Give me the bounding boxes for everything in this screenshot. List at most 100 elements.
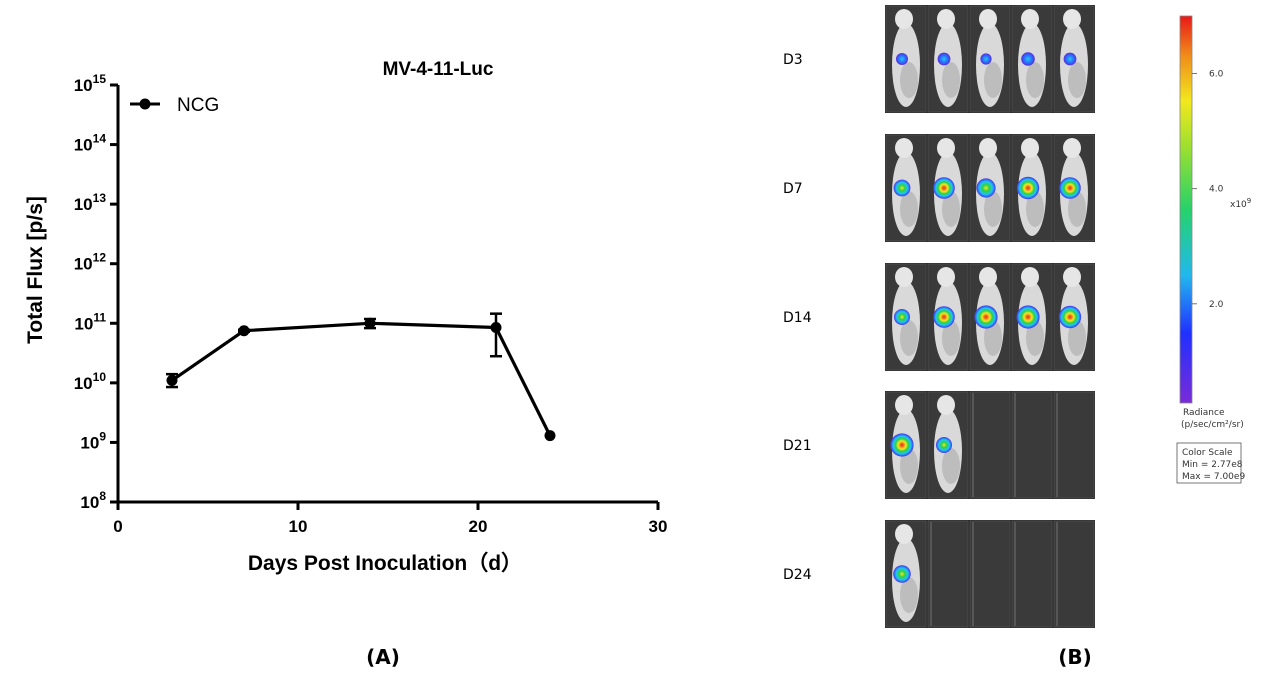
bioluminescence-imaging: D3 D7 D14 D21 D24	[783, 5, 1095, 628]
luminescence-signal	[893, 179, 911, 197]
imaging-slot	[1011, 520, 1053, 628]
mouse-head	[895, 524, 913, 544]
panel-a-label: (A)	[366, 645, 400, 669]
data-point	[490, 321, 502, 333]
imaging-slot	[969, 520, 1011, 628]
flux-chart: MV-4-11-Luc Total Flux [p/s] Days Post I…	[24, 59, 667, 575]
mouse-belly	[1026, 62, 1044, 98]
y-tick-label: 108	[80, 489, 106, 512]
mouse-belly	[1068, 62, 1086, 98]
mouse-belly	[942, 62, 960, 98]
day-label: D7	[783, 181, 803, 197]
mouse-head	[937, 267, 955, 287]
mouse-head	[937, 138, 955, 158]
x-tick-label: 10	[289, 517, 308, 536]
mouse-head	[1063, 9, 1081, 29]
y-tick-label: 1010	[74, 370, 107, 393]
luminescence-signal	[1059, 177, 1081, 199]
mouse-head	[1021, 267, 1039, 287]
mouse-head	[979, 138, 997, 158]
luminescence-signal	[893, 565, 911, 583]
radiance-units: (p/sec/cm²/sr)	[1181, 420, 1244, 430]
panel-b-label: (B)	[1058, 645, 1092, 669]
mouse-head	[895, 9, 913, 29]
mouse-belly	[1026, 320, 1044, 356]
y-tick-label: 109	[80, 429, 106, 452]
luminescence-signal	[1063, 52, 1077, 66]
mouse-belly	[942, 191, 960, 227]
imaging-slot	[1053, 520, 1095, 628]
luminescence-signal	[937, 52, 951, 66]
x-tick-label: 30	[649, 517, 668, 536]
y-tick-group: 108 109 1010 1011 1012 1013 1014 1015	[74, 72, 118, 512]
luminescence-signal	[976, 178, 996, 198]
mouse-belly	[984, 191, 1002, 227]
y-tick-label: 1015	[74, 72, 107, 95]
mouse-belly	[900, 191, 918, 227]
legend-marker	[139, 98, 151, 110]
luminescence-signal	[936, 437, 952, 453]
chart-title: MV-4-11-Luc	[383, 59, 494, 80]
series-ncg	[166, 312, 556, 442]
scale-tick-label: 6.0	[1209, 70, 1224, 80]
luminescence-signal	[1021, 52, 1035, 66]
mouse-head	[1063, 138, 1081, 158]
x-axis-title: Days Post Inoculation（d）	[248, 551, 522, 575]
y-tick-label: 1012	[74, 251, 107, 274]
mouse-head	[1021, 9, 1039, 29]
color-scale-ticks: 6.0 4.0 2.0	[1192, 70, 1224, 310]
luminescence-signal	[974, 305, 998, 329]
imaging-slot	[927, 520, 969, 628]
luminescence-signal	[933, 306, 955, 328]
luminescence-signal	[1016, 176, 1040, 200]
mouse-head	[937, 395, 955, 415]
mouse-belly	[1068, 191, 1086, 227]
imaging-slot	[969, 391, 1011, 499]
data-point	[544, 430, 556, 442]
mouse-belly	[900, 320, 918, 356]
mouse-head	[895, 267, 913, 287]
y-tick-label: 1011	[74, 310, 106, 333]
color-scale-bar	[1179, 15, 1193, 404]
luminescence-signal	[1016, 305, 1040, 329]
mouse-belly	[984, 62, 1002, 98]
mouse-head	[979, 267, 997, 287]
imaging-slot	[1053, 391, 1095, 499]
luminescence-signal	[980, 53, 992, 65]
luminescence-signal	[933, 177, 955, 199]
y-tick-label: 1014	[74, 132, 107, 155]
data-point	[238, 325, 250, 337]
mouse-belly	[942, 320, 960, 356]
y-axis-title: Total Flux [p/s]	[24, 196, 47, 344]
y-tick-label: 1013	[74, 191, 107, 214]
mouse-head	[1021, 138, 1039, 158]
mouse-head	[895, 138, 913, 158]
mouse-head	[895, 395, 913, 415]
mouse-belly	[1026, 191, 1044, 227]
x-tick-label: 0	[113, 517, 122, 536]
color-scale-box-title: Color Scale	[1182, 448, 1233, 458]
color-scale: 6.0 4.0 2.0 x109 Radiance (p/sec/cm²/sr) C…	[1176, 15, 1251, 484]
day-label: D21	[783, 438, 812, 454]
luminescence-signal	[1058, 305, 1082, 329]
mouse-belly	[900, 448, 918, 484]
mouse-belly	[1068, 320, 1086, 356]
mouse-head	[937, 9, 955, 29]
legend-label: NCG	[177, 95, 219, 116]
mouse-belly	[900, 577, 918, 613]
scale-tick-label: 4.0	[1209, 185, 1224, 195]
data-point	[166, 374, 178, 386]
day-label: D3	[783, 52, 803, 68]
mouse-head	[1063, 267, 1081, 287]
x-tick-group: 0 10 20 30	[113, 502, 667, 536]
color-scale-min: Min = 2.77e8	[1182, 460, 1243, 470]
imaging-slot	[1011, 391, 1053, 499]
scale-multiplier: x109	[1230, 197, 1251, 210]
color-scale-box	[1176, 442, 1242, 484]
legend: NCG	[130, 95, 219, 116]
x-tick-label: 20	[469, 517, 488, 536]
luminescence-signal	[890, 433, 914, 457]
luminescence-signal	[894, 309, 910, 325]
mouse-belly	[942, 448, 960, 484]
